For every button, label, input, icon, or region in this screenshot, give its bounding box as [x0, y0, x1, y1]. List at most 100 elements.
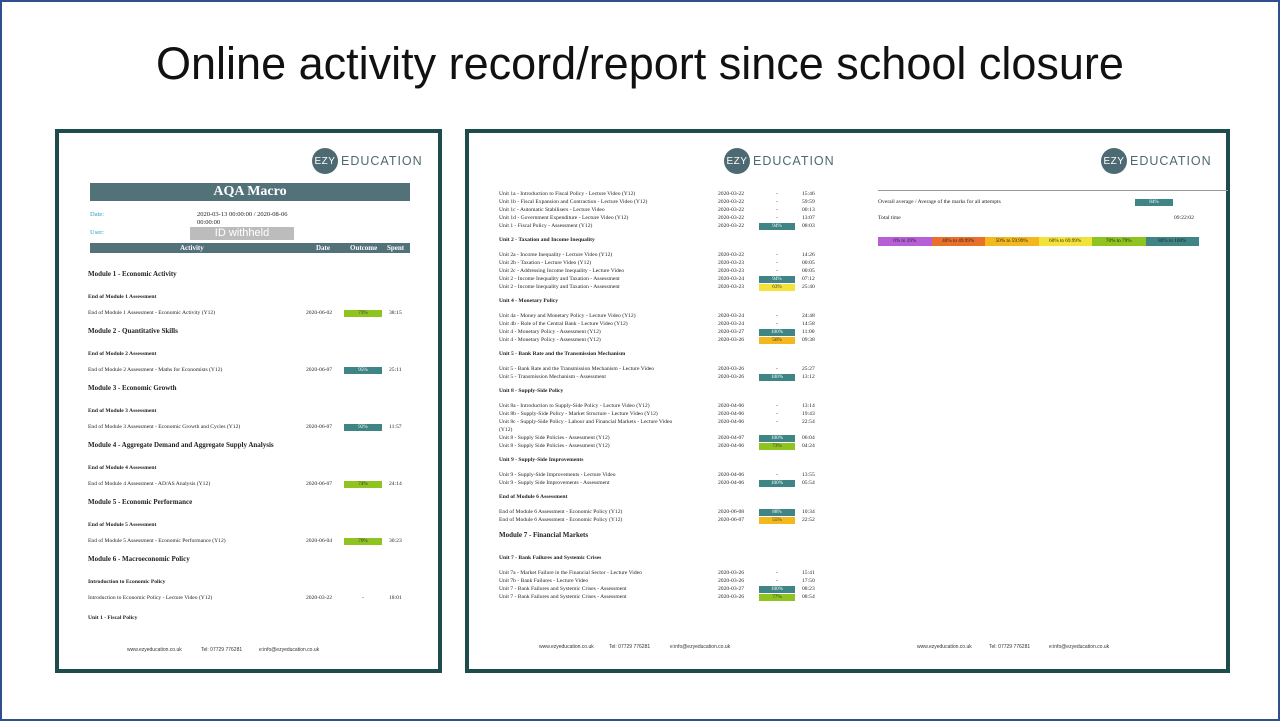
activity-date: 2020-03-22	[718, 207, 745, 213]
course-title: AQA Macro	[90, 183, 410, 201]
legend-band: 0% to 39%	[878, 237, 932, 246]
time-spent: 14:58	[802, 321, 815, 327]
legend-band: 80% to 100%	[1145, 237, 1199, 246]
module-heading: Module 1 - Economic Activity	[88, 270, 177, 278]
activity-date: 2020-03-26	[718, 594, 745, 600]
section-heading: Unit 2 - Taxation and Income Inequality	[499, 237, 595, 243]
activity-name: Unit 1d - Government Expenditure - Lectu…	[499, 215, 629, 221]
time-spent: 11:00	[802, 329, 815, 335]
col-outcome: Outcome	[350, 244, 378, 252]
report-page-left: EZY EDUCATION AQA Macro Date: 2020-03-13…	[55, 129, 442, 673]
outcome-badge: 94%	[759, 276, 795, 283]
outcome-value: -	[776, 366, 778, 372]
time-spent: 00:05	[802, 268, 815, 274]
outcome-badge: 94%	[759, 223, 795, 230]
activity-name: Unit 4 - Monetary Policy - Assessment (Y…	[499, 329, 601, 335]
activity-name: Unit 1 - Fiscal Policy - Assessment (Y12…	[499, 223, 593, 229]
overall-average-badge: 84%	[1135, 199, 1173, 206]
time-spent: 22:52	[802, 517, 815, 523]
activity-date: 2020-06-02	[306, 310, 333, 316]
logo-mark: EZY	[312, 148, 338, 174]
activity-date: 2020-06-08	[718, 509, 745, 515]
time-spent: 30:23	[389, 538, 402, 544]
total-time-value: 09:22:02	[1174, 215, 1194, 221]
activity-name: Unit 1c - Automatic Stabilisers - Lectur…	[499, 207, 605, 213]
logo-text: EDUCATION	[1130, 154, 1212, 168]
activity-date: 2020-03-22	[718, 191, 745, 197]
time-spent: 13:07	[802, 215, 815, 221]
activity-date: 2020-03-24	[718, 321, 745, 327]
activity-date: 2020-03-23	[718, 268, 745, 274]
outcome-badge: 70%	[344, 538, 382, 545]
activity-name: Unit 7b - Bank Failures - Lecture Video	[499, 578, 589, 584]
activity-name: Unit 9 - Supply Side Improvements - Asse…	[499, 480, 610, 486]
activity-name: Unit 2 - Income Inequality and Taxation …	[499, 276, 620, 282]
col-date: Date	[316, 244, 330, 252]
time-spent: 09:38	[802, 337, 815, 343]
activity-date: 2020-06-07	[306, 481, 333, 487]
time-spent: 08:03	[802, 223, 815, 229]
activity-date: 2020-04-06	[718, 472, 745, 478]
time-spent: 06:04	[802, 435, 815, 441]
user-id-withheld: ID withheld	[190, 227, 294, 240]
activity-name: Unit 8a - Introduction to Supply-Side Po…	[499, 403, 650, 409]
outcome-value: -	[776, 268, 778, 274]
activity-name: End of Module 1 Assessment - Economic Ac…	[88, 310, 216, 316]
logo-mark: EZY	[1101, 148, 1127, 174]
logo-text: EDUCATION	[753, 154, 835, 168]
outcome-value: -	[776, 403, 778, 409]
time-spent: 18:01	[389, 595, 402, 601]
time-spent: 00:05	[802, 260, 815, 266]
time-spent: 24:14	[389, 481, 402, 487]
date-value: 2020-03-13 00:00:00 / 2020-08-06 00:00:0…	[197, 211, 288, 226]
table-header: Activity Date Outcome Spent	[90, 243, 410, 253]
footer-tel: Tel: 07729 776281	[609, 644, 651, 650]
activity-name: Unit 8 - Supply Side Policies - Assessme…	[499, 435, 610, 441]
footer-web: www.ezyeducation.co.uk	[127, 647, 182, 653]
col-activity: Activity	[180, 244, 204, 252]
time-spent: 17:50	[802, 578, 815, 584]
activity-date: 2020-03-22	[718, 252, 745, 258]
section-heading: End of Module 3 Assessment	[88, 408, 157, 414]
activity-name: Unit 1a - Introduction to Fiscal Policy …	[499, 191, 636, 197]
activity-name: End of Module 3 Assessment - Economic Gr…	[88, 424, 241, 430]
outcome-badge: 100%	[759, 586, 795, 593]
overall-average-label: Overall average / Average of the marks f…	[878, 199, 1001, 205]
outcome-value: -	[776, 411, 778, 417]
outcome-badge: 63%	[759, 284, 795, 291]
time-spent: 22:54	[802, 419, 815, 425]
activity-date: 2020-04-06	[718, 480, 745, 486]
activity-name: Unit 4a - Money and Monetary Policy - Le…	[499, 313, 636, 319]
section-heading: End of Module 4 Assessment	[88, 465, 157, 471]
activity-name: Unit 7 - Bank Failures and Systemic Cris…	[499, 586, 627, 592]
outcome-value: -	[776, 472, 778, 478]
activity-date: 2020-04-06	[718, 443, 745, 449]
outcome-badge: 74%	[344, 481, 382, 488]
footer-tel: Tel: 07729 776281	[989, 644, 1031, 650]
outcome-badge: 73%	[344, 310, 382, 317]
ezy-education-logo: EZY EDUCATION	[312, 148, 423, 174]
outcome-value: -	[776, 199, 778, 205]
outcome-badge: 77%	[759, 594, 795, 601]
module-heading: Module 5 - Economic Performance	[88, 498, 193, 506]
module-heading: Module 2 - Quantitative Skills	[88, 327, 178, 335]
time-spent: 13:12	[802, 374, 815, 380]
activity-date: 2020-03-26	[718, 578, 745, 584]
activity-date: 2020-03-26	[718, 366, 745, 372]
time-spent: 14:26	[802, 252, 815, 258]
activity-name: End of Module 2 Assessment - Maths for E…	[88, 367, 223, 373]
footer-email: e:info@ezyeducation.co.uk	[670, 644, 731, 650]
activity-name: Unit 1b - Fiscal Expansion and Contracti…	[499, 199, 648, 205]
module-heading: Module 3 - Economic Growth	[88, 384, 177, 392]
activity-date: 2020-03-24	[718, 276, 745, 282]
activity-name: Unit 5 - Transmission Mechanism - Assess…	[499, 374, 606, 380]
activity-date: 2020-06-07	[306, 424, 333, 430]
outcome-value: -	[776, 260, 778, 266]
activity-date: 2020-06-07	[306, 367, 333, 373]
activity-name: Unit 2b - Taxation - Lecture Video (Y12)	[499, 260, 592, 266]
report-page-right: EZY EDUCATION EZY EDUCATION Unit 1a - In…	[465, 129, 1230, 673]
outcome-value: -	[776, 191, 778, 197]
time-spent: 25:11	[389, 367, 402, 373]
footer-web: www.ezyeducation.co.uk	[917, 644, 972, 650]
footer-tel: Tel: 07729 776281	[201, 647, 243, 653]
